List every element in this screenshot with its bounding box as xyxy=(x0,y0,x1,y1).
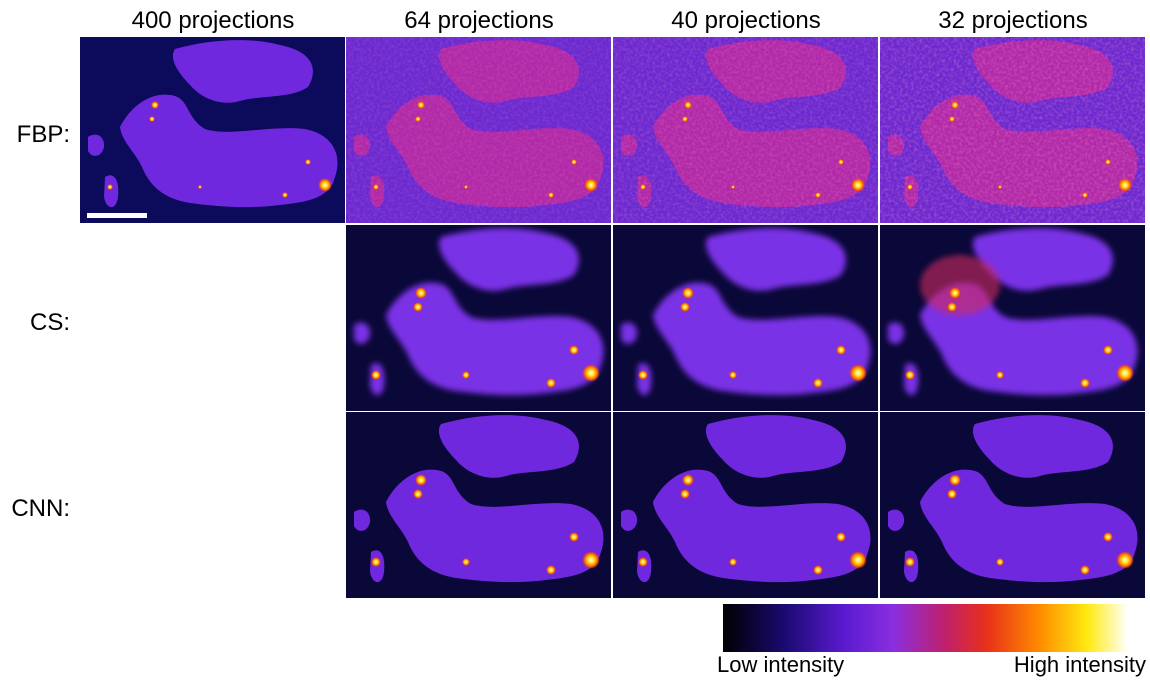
hot-spot xyxy=(1116,551,1134,569)
column-header: 40 projections xyxy=(671,7,820,34)
hot-spot xyxy=(905,557,915,567)
hot-spot xyxy=(949,474,961,486)
hot-spot xyxy=(684,101,692,109)
hot-spot xyxy=(318,178,332,192)
hot-spot xyxy=(996,371,1004,379)
hot-spot xyxy=(373,184,379,190)
hot-region xyxy=(920,255,1000,315)
hot-spot xyxy=(951,101,959,109)
hot-spot xyxy=(815,192,821,198)
colorbar-low-label: Low intensity xyxy=(717,652,844,677)
image-panel xyxy=(346,412,611,598)
hot-spot xyxy=(569,345,579,355)
hot-spot xyxy=(996,558,1004,566)
figure: 400 projections 64 projections 40 projec… xyxy=(0,0,1150,682)
image-panel xyxy=(880,412,1145,598)
hot-spot xyxy=(680,489,690,499)
hot-spot xyxy=(546,378,556,388)
hot-spot xyxy=(682,116,688,122)
hot-spot xyxy=(198,185,202,189)
hot-spot xyxy=(849,551,867,569)
hot-spot xyxy=(1103,532,1113,542)
hot-spot xyxy=(949,116,955,122)
hot-spot xyxy=(1080,565,1090,575)
hot-spot xyxy=(417,101,425,109)
hot-spot xyxy=(836,345,846,355)
hot-spot xyxy=(851,178,865,192)
hot-spot xyxy=(149,116,155,122)
hot-spot xyxy=(305,159,311,165)
hot-spot xyxy=(107,184,113,190)
hot-spot xyxy=(680,302,690,312)
hot-spot xyxy=(151,101,159,109)
hot-spot xyxy=(638,557,648,567)
hot-spot xyxy=(582,551,600,569)
image-panel xyxy=(613,37,878,223)
hot-spot xyxy=(415,474,427,486)
hot-spot xyxy=(371,370,381,380)
streak-artifacts xyxy=(346,37,611,223)
hot-spot xyxy=(682,287,694,299)
hot-spot xyxy=(1118,178,1132,192)
hot-spot xyxy=(947,489,957,499)
hot-spot xyxy=(584,178,598,192)
hot-spot xyxy=(1116,364,1134,382)
hot-spot xyxy=(415,287,427,299)
colorbar xyxy=(723,604,1128,652)
hot-spot xyxy=(371,557,381,567)
hot-spot xyxy=(998,185,1002,189)
hot-spot xyxy=(462,371,470,379)
scale-bar xyxy=(87,213,147,218)
colorbar-high-label: High intensity xyxy=(1014,652,1146,677)
hot-spot xyxy=(682,474,694,486)
hot-spot xyxy=(731,185,735,189)
column-header: 400 projections xyxy=(132,7,295,34)
hot-spot xyxy=(546,565,556,575)
image-panel xyxy=(880,225,1145,411)
hot-spot xyxy=(729,558,737,566)
image-panel xyxy=(346,225,611,411)
hot-spot xyxy=(907,184,913,190)
image-panel xyxy=(346,37,611,223)
hot-spot xyxy=(569,532,579,542)
streak-artifacts xyxy=(613,37,878,223)
image-panel xyxy=(880,37,1145,223)
hot-spot xyxy=(1080,378,1090,388)
streak-artifacts xyxy=(880,37,1145,223)
hot-spot xyxy=(464,185,468,189)
row-label: FBP: xyxy=(17,121,70,148)
hot-spot xyxy=(947,302,957,312)
hot-spot xyxy=(813,378,823,388)
hot-spot xyxy=(905,370,915,380)
hot-spot xyxy=(282,192,288,198)
hot-spot xyxy=(1103,345,1113,355)
hot-spot xyxy=(571,159,577,165)
hot-spot xyxy=(413,302,423,312)
column-header: 64 projections xyxy=(404,7,553,34)
row-label: CNN: xyxy=(11,495,70,522)
hot-spot xyxy=(640,184,646,190)
column-header: 32 projections xyxy=(938,7,1087,34)
hot-spot xyxy=(582,364,600,382)
hot-spot xyxy=(836,532,846,542)
hot-spot xyxy=(849,364,867,382)
hot-spot xyxy=(415,116,421,122)
row-label: CS: xyxy=(30,309,70,336)
hot-spot xyxy=(413,489,423,499)
image-panel xyxy=(80,37,345,223)
image-panel xyxy=(613,412,878,598)
hot-spot xyxy=(838,159,844,165)
hot-spot xyxy=(949,287,961,299)
hot-spot xyxy=(729,371,737,379)
hot-spot xyxy=(462,558,470,566)
image-panel xyxy=(613,225,878,411)
hot-spot xyxy=(548,192,554,198)
hot-spot xyxy=(813,565,823,575)
hot-spot xyxy=(638,370,648,380)
hot-spot xyxy=(1082,192,1088,198)
hot-spot xyxy=(1105,159,1111,165)
